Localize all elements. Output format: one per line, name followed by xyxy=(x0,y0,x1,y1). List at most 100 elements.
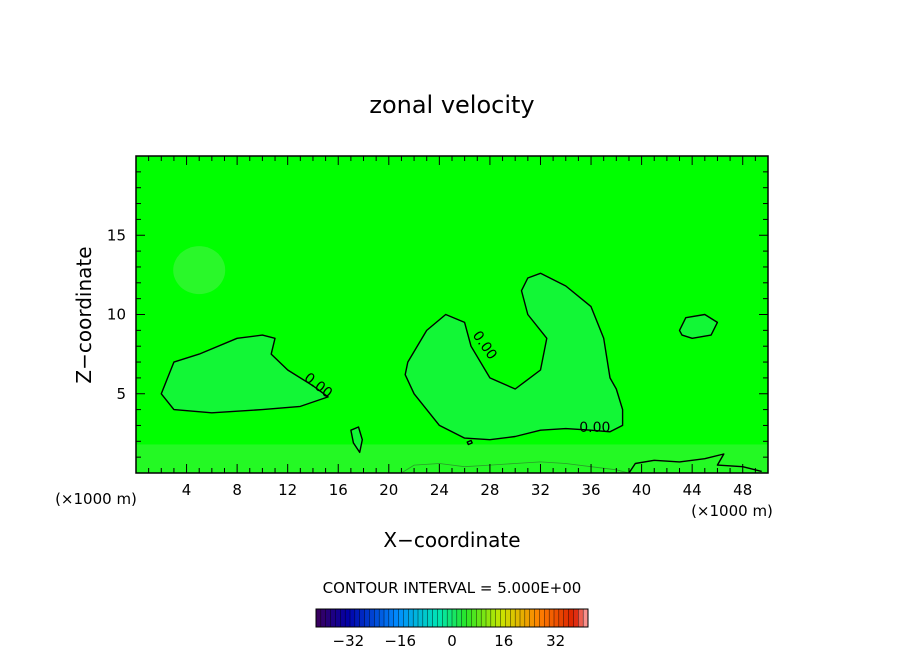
x-unit-left: (×1000 m) xyxy=(55,490,137,508)
chart-title: zonal velocity xyxy=(369,91,534,119)
x-tick-label: 16 xyxy=(329,481,348,499)
colorbar-swatch xyxy=(369,608,375,628)
contour-label: 0.00 xyxy=(579,420,610,436)
x-axis-label: X−coordinate xyxy=(383,528,520,552)
zero-contour-1 xyxy=(160,334,329,414)
zero-contour-6 xyxy=(628,453,762,474)
x-tick-label: 44 xyxy=(683,481,702,499)
x-tick-label: 4 xyxy=(182,481,192,499)
colorbar-swatch xyxy=(398,608,404,628)
colorbar-swatch xyxy=(539,608,545,628)
y-tick-label: 10 xyxy=(107,306,126,324)
x-tick-label: 40 xyxy=(632,481,651,499)
colorbar-swatch xyxy=(485,608,492,628)
colorbar-swatch xyxy=(388,608,395,628)
negative-region-1 xyxy=(161,335,329,413)
colorbar-swatch xyxy=(320,608,327,628)
y-axis-label: Z−coordinate xyxy=(72,246,96,383)
x-tick-label: 48 xyxy=(733,481,752,499)
colorbar-swatch xyxy=(529,608,536,628)
colorbar-swatch xyxy=(568,608,574,628)
colorbar-tick-label: 32 xyxy=(546,632,565,650)
colorbar-swatch xyxy=(505,608,511,628)
colorbar-swatch xyxy=(325,608,332,628)
colorbar-swatch xyxy=(495,608,502,628)
colorbar-labels: −32 −16 0 16 32 xyxy=(333,632,566,650)
colorbar-swatch xyxy=(578,608,584,628)
zero-contour-3 xyxy=(678,313,719,339)
colorbar-tick-label: −32 xyxy=(333,632,365,650)
weak-positive-patch xyxy=(173,246,226,295)
colorbar-swatch xyxy=(364,608,370,628)
colorbar-swatch xyxy=(456,608,463,628)
colorbar-swatch xyxy=(514,608,521,628)
zero-contour-4 xyxy=(350,426,363,454)
colorbar-swatch xyxy=(553,608,560,628)
colorbar-swatch xyxy=(544,608,550,628)
y-axis-ticks: 5 10 15 xyxy=(107,171,768,458)
x-tick-label: 28 xyxy=(480,481,499,499)
colorbar-swatch xyxy=(422,608,429,628)
colorbar-swatch xyxy=(461,608,468,628)
colorbar-swatch xyxy=(408,608,414,628)
x-tick-label: 20 xyxy=(379,481,398,499)
colorbar-swatch xyxy=(548,608,555,628)
colorbar-swatch xyxy=(558,608,565,628)
colorbar-swatch xyxy=(480,608,487,628)
x-tick-label: 36 xyxy=(581,481,600,499)
colorbar-swatch xyxy=(359,608,366,628)
colorbar-swatch xyxy=(437,608,443,628)
x-tick-label: 12 xyxy=(278,481,297,499)
colorbar-swatch xyxy=(427,608,434,628)
negative-region-3 xyxy=(679,314,718,339)
colorbar-swatch xyxy=(573,608,579,628)
negative-region-4 xyxy=(350,427,363,453)
zero-contour-2 xyxy=(404,272,624,441)
colorbar-swatch xyxy=(446,608,453,628)
colorbar-swatch xyxy=(412,608,419,628)
colorbar-swatch xyxy=(519,608,526,628)
colorbar-swatch xyxy=(471,608,477,628)
colorbar xyxy=(315,608,589,628)
plot-area xyxy=(136,156,768,473)
x-tick-label: 32 xyxy=(531,481,550,499)
y-tick-label: 5 xyxy=(116,385,126,403)
x-unit-right: (×1000 m) xyxy=(691,502,773,520)
colorbar-swatch xyxy=(476,608,482,628)
colorbar-swatch xyxy=(524,608,531,628)
weak-contour-1 xyxy=(401,461,630,474)
colorbar-tick-label: 0 xyxy=(447,632,457,650)
contour-lines xyxy=(160,272,762,474)
colorbar-swatch xyxy=(563,608,570,628)
colorbar-swatch xyxy=(442,608,448,628)
colorbar-swatch xyxy=(340,608,346,628)
colorbar-swatch xyxy=(490,608,497,628)
colorbar-swatch xyxy=(344,608,351,628)
colorbar-swatch xyxy=(354,608,361,628)
colorbar-swatch xyxy=(383,608,390,628)
x-tick-label: 24 xyxy=(430,481,449,499)
negative-region-2 xyxy=(405,273,623,440)
colorbar-swatch xyxy=(500,608,506,628)
colorbar-swatch xyxy=(374,608,380,628)
colorbar-swatch xyxy=(417,608,424,628)
colorbar-swatch xyxy=(534,608,540,628)
x-tick-label: 8 xyxy=(232,481,242,499)
zero-contour-5 xyxy=(466,439,473,446)
colorbar-swatch xyxy=(378,608,385,628)
colorbar-swatch xyxy=(349,608,356,628)
x-axis-ticks: 4 8 12 16 20 24 28 32 36 40 44 48 xyxy=(148,156,756,499)
colorbar-swatch xyxy=(335,608,341,628)
colorbar-swatch xyxy=(432,608,438,628)
y-tick-label: 15 xyxy=(107,226,126,244)
colorbar-swatch xyxy=(451,608,458,628)
colorbar-swatch xyxy=(330,608,336,628)
colorbar-swatch xyxy=(510,608,516,628)
colorbar-swatch xyxy=(315,608,322,628)
colorbar-swatch xyxy=(393,608,400,628)
colorbar-tick-label: −16 xyxy=(384,632,416,650)
colorbar-swatch xyxy=(403,608,409,628)
colorbar-frame xyxy=(315,608,589,628)
colorbar-tick-label: 16 xyxy=(494,632,513,650)
